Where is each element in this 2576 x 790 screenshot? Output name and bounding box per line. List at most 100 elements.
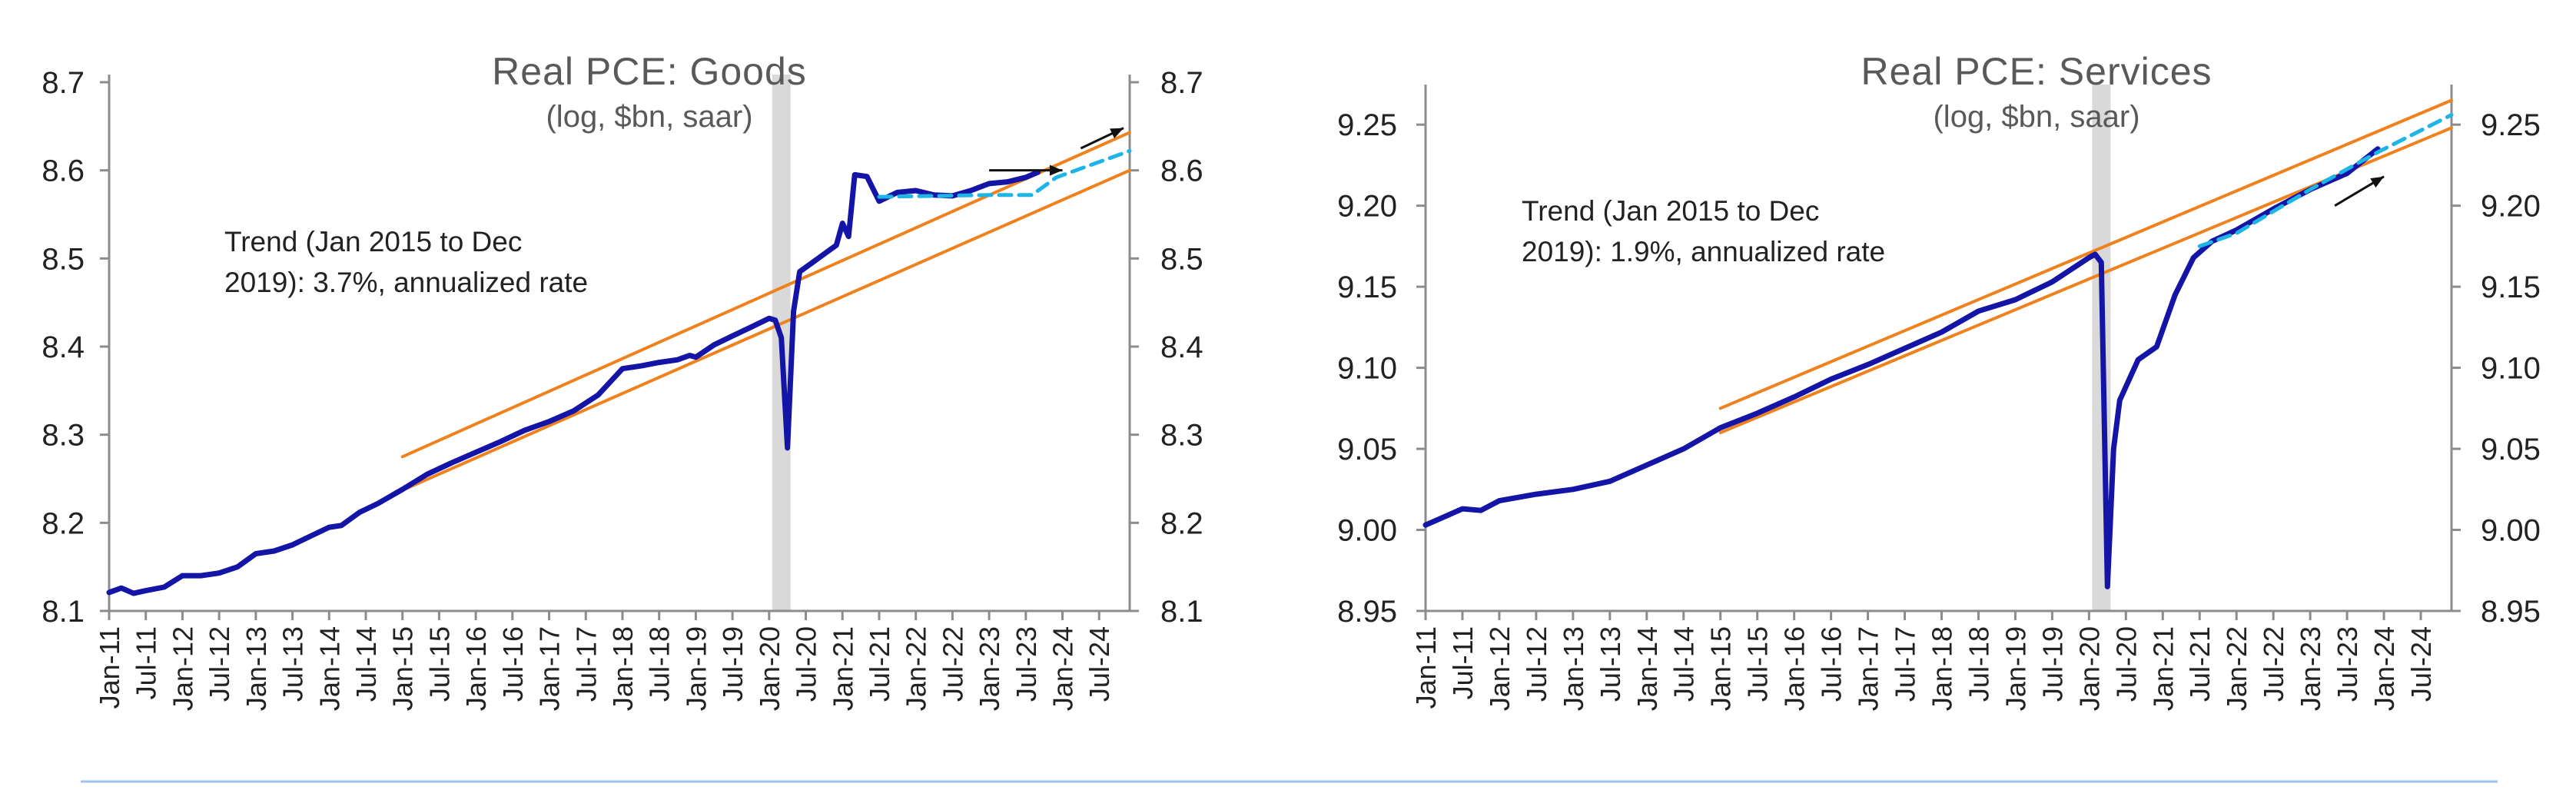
x-tick-label: Jan-13 [1558, 626, 1589, 711]
x-tick-label: Jan-16 [1779, 626, 1811, 711]
projection-line [877, 148, 1132, 199]
y-tick-label-right: 9.25 [2481, 108, 2541, 142]
x-tick-label: Jul-22 [937, 626, 968, 702]
x-tick-label: Jul-17 [570, 626, 602, 702]
x-tick-label: Jan-11 [94, 626, 125, 709]
y-tick-label-left: 9.05 [1337, 433, 1397, 466]
y-tick-label-right: 9.00 [2481, 514, 2541, 548]
x-tick-label: Jul-23 [2332, 626, 2363, 702]
x-tick-label: Jul-24 [2405, 626, 2437, 702]
x-tick-label: Jan-18 [607, 626, 639, 711]
x-tick-label: Jul-20 [791, 626, 822, 702]
chart-title: Real PCE: Goods [492, 50, 807, 93]
chart-subtitle: (log, $bn, saar) [1933, 100, 2139, 134]
y-tick-label-left: 8.95 [1337, 595, 1397, 629]
x-tick-label: Jan-14 [1632, 626, 1663, 711]
x-tick-label: Jan-12 [1484, 626, 1515, 711]
x-tick-label: Jul-14 [350, 626, 382, 702]
x-tick-label: Jan-13 [241, 626, 272, 711]
projection-line [2197, 113, 2454, 248]
x-tick-label: Jan-15 [387, 626, 419, 711]
x-tick-label: Jul-21 [864, 626, 895, 702]
y-tick-label-right: 9.05 [2481, 433, 2541, 466]
x-tick-label: Jul-15 [423, 626, 455, 702]
trend-upper-line [400, 131, 1131, 459]
x-tick-label: Jan-21 [2147, 626, 2179, 711]
x-tick-label: Jan-20 [2073, 626, 2105, 711]
y-tick-label-left: 9.20 [1337, 190, 1397, 224]
x-tick-label: Jul-21 [2184, 626, 2216, 702]
y-tick-label-right: 8.5 [1160, 242, 1203, 276]
x-tick-label: Jan-18 [1926, 626, 1957, 711]
y-tick-label-right: 9.20 [2481, 190, 2541, 224]
x-tick-label: Jul-16 [1816, 626, 1847, 702]
x-tick-label: Jan-17 [1853, 626, 1884, 711]
trend-annotation-line-2: 2019): 3.7%, annualized rate [224, 267, 588, 298]
x-tick-label: Jul-11 [131, 626, 162, 699]
y-tick-label-right: 9.15 [2481, 271, 2541, 304]
x-tick-label: Jul-17 [1890, 626, 1921, 702]
x-tick-label: Jan-19 [680, 626, 712, 711]
y-tick-label-left: 8.6 [41, 154, 85, 188]
x-tick-label: Jul-24 [1084, 626, 1115, 702]
chart-subtitle: (log, $bn, saar) [546, 100, 752, 134]
x-tick-label: Jul-14 [1668, 626, 1700, 702]
x-tick-label: Jul-15 [1742, 626, 1774, 702]
y-tick-label-right: 8.2 [1160, 506, 1203, 540]
y-tick-label-right: 8.6 [1160, 154, 1203, 188]
x-tick-label: Jan-12 [167, 626, 198, 711]
x-tick-label: Jul-22 [2258, 626, 2289, 702]
actual-series-line [1422, 146, 2381, 589]
y-tick-label-right: 9.10 [2481, 352, 2541, 386]
x-tick-label: Jan-11 [1410, 626, 1442, 709]
x-tick-label: Jul-18 [644, 626, 676, 702]
x-tick-label: Jul-16 [497, 626, 529, 702]
trend-annotation-line-1: Trend (Jan 2015 to Dec [1522, 195, 1819, 227]
y-tick-label-right: 8.4 [1160, 330, 1203, 364]
x-tick-label: Jan-22 [901, 626, 932, 711]
x-tick-label: Jul-20 [2110, 626, 2142, 702]
services-chart: 8.95 8.95 9.00 9.00 9.05 9.05 9.10 9.10 9.15 9.15… [1337, 50, 2541, 711]
x-tick-label: Jan-15 [1705, 626, 1737, 711]
x-tick-label: Jul-19 [2037, 626, 2068, 702]
x-tick-label: Jul-11 [1447, 626, 1479, 699]
y-tick-label-left: 8.3 [41, 419, 85, 453]
x-tick-label: Jan-19 [2000, 626, 2031, 711]
y-tick-label-left: 8.7 [41, 66, 85, 100]
x-tick-label: Jul-12 [204, 626, 235, 702]
trend-annotation-line-2: 2019): 1.9%, annualized rate [1522, 236, 1885, 267]
x-tick-label: Jan-20 [754, 626, 785, 711]
trend-lower-line [400, 168, 1131, 492]
x-tick-label: Jan-21 [827, 626, 858, 711]
goods-chart: 8.1 8.1 8.2 8.2 8.3 8.3 8.4 8.4 8.5 8.5 8.6 8.6 8.7 8… [41, 50, 1203, 711]
x-tick-label: Jan-23 [974, 626, 1005, 711]
x-tick-label: Jan-24 [1047, 626, 1079, 711]
y-tick-label-right: 8.3 [1160, 419, 1203, 453]
x-tick-label: Jul-19 [717, 626, 749, 702]
x-tick-label: Jul-18 [1963, 626, 1994, 702]
arrow-head [1110, 128, 1124, 139]
x-tick-label: Jul-23 [1011, 626, 1042, 702]
actual-series-line [106, 169, 1041, 596]
x-tick-label: Jan-22 [2221, 626, 2252, 711]
x-tick-label: Jan-16 [460, 626, 492, 711]
x-tick-label: Jan-17 [534, 626, 566, 711]
arrow-head [2370, 176, 2385, 188]
x-tick-label: Jul-12 [1521, 626, 1552, 702]
y-tick-label-left: 9.00 [1337, 514, 1397, 548]
y-tick-label-right: 8.7 [1160, 66, 1203, 100]
y-tick-label-left: 9.10 [1337, 352, 1397, 386]
chart-title: Real PCE: Services [1861, 50, 2212, 93]
y-tick-label-left: 8.2 [41, 506, 85, 540]
x-tick-label: Jul-13 [1595, 626, 1626, 702]
y-tick-label-left: 8.5 [41, 242, 85, 276]
y-tick-label-right: 8.1 [1160, 595, 1203, 629]
y-tick-label-left: 9.25 [1337, 108, 1397, 142]
x-tick-label: Jan-23 [2295, 626, 2326, 711]
y-tick-label-left: 8.1 [41, 595, 85, 629]
trend-annotation-line-1: Trend (Jan 2015 to Dec [224, 226, 522, 257]
x-tick-label: Jan-24 [2369, 626, 2400, 711]
x-tick-label: Jan-14 [314, 626, 345, 711]
y-tick-label-left: 8.4 [41, 330, 85, 364]
